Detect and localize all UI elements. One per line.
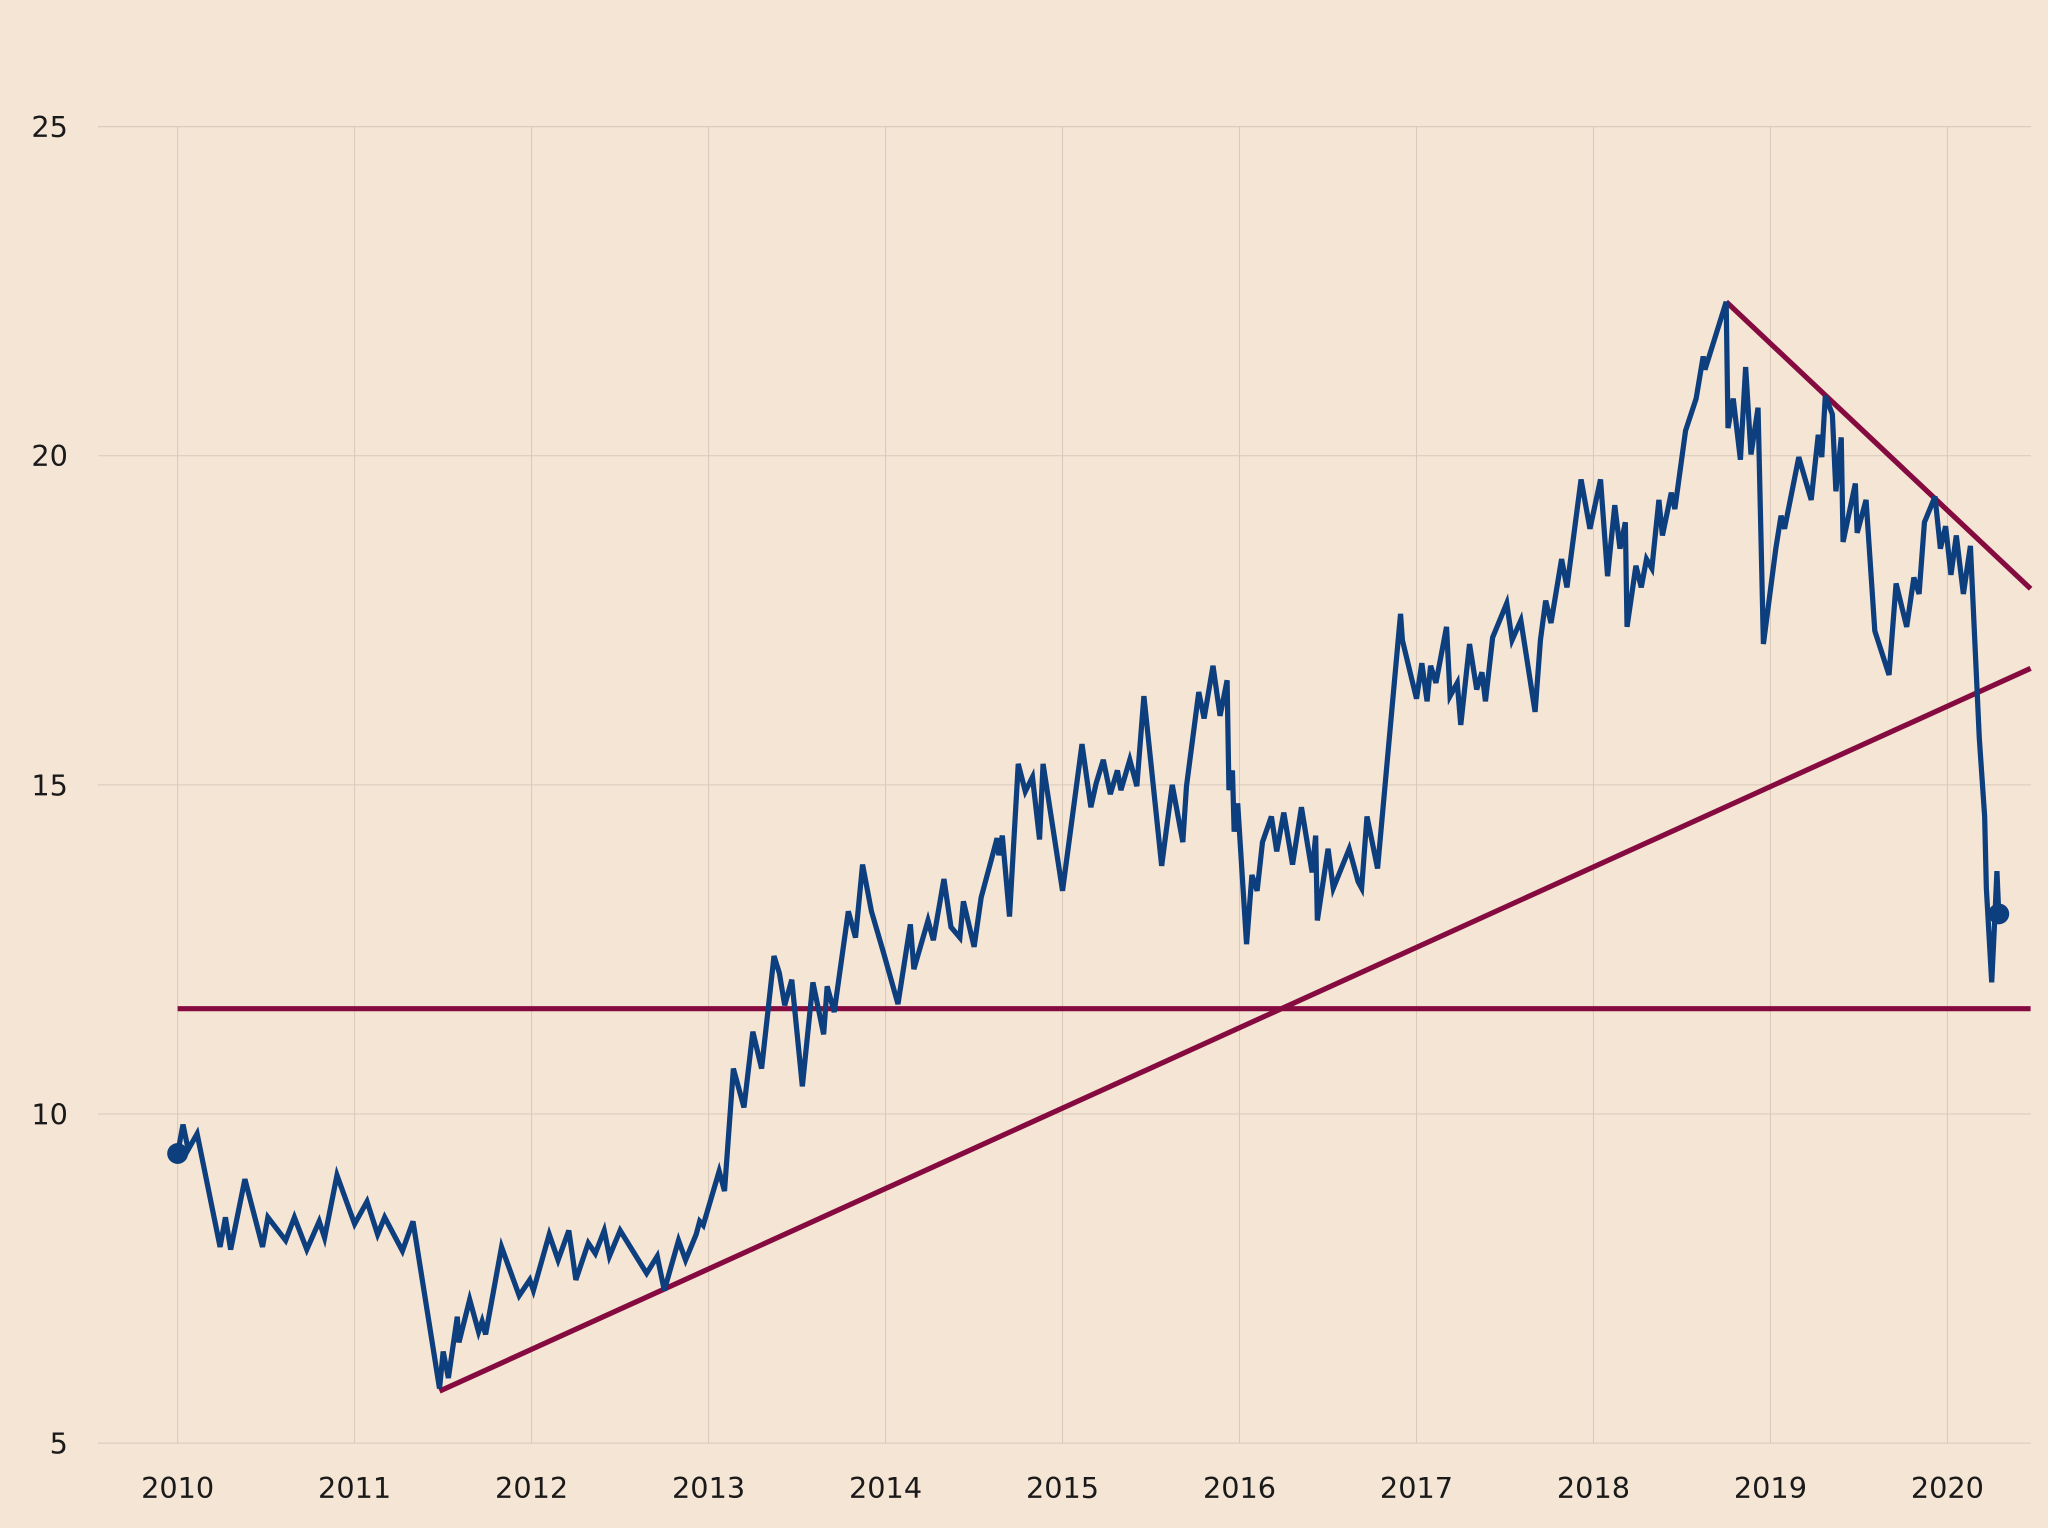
x-tick-label: 2012 (495, 1471, 568, 1505)
x-axis-ticks: 2010 2011 2012 2013 2014 2015 2016 2017 2018 2019… (141, 1471, 1984, 1505)
y-tick-label: 5 (50, 1427, 68, 1461)
x-tick-label: 2013 (672, 1471, 745, 1505)
x-tick-label: 2015 (1026, 1471, 1099, 1505)
x-tick-label: 2017 (1380, 1471, 1453, 1505)
x-tick-label: 2010 (141, 1471, 214, 1505)
end-point-marker (1988, 903, 2010, 925)
start-point-marker (167, 1143, 189, 1164)
x-tick-label: 2016 (1203, 1471, 1276, 1505)
x-tick-label: 2019 (1734, 1471, 1807, 1505)
series-line-price (175, 301, 2002, 1389)
y-tick-label: 15 (31, 768, 68, 802)
x-tick-label: 2014 (849, 1471, 922, 1505)
x-tick-label: 2018 (1557, 1471, 1630, 1505)
trendlines (177, 299, 2033, 1394)
y-tick-label: 20 (31, 439, 68, 473)
y-tick-label: 10 (31, 1097, 68, 1131)
x-tick-label: 2020 (1911, 1471, 1984, 1505)
x-tick-label: 2011 (318, 1471, 391, 1505)
y-tick-label: 25 (31, 110, 68, 144)
y-axis-ticks: 5 10 15 20 25 (31, 110, 68, 1460)
falling-trendline (1724, 299, 2033, 591)
rising-trendline (438, 666, 2032, 1394)
series-group (167, 301, 2010, 1389)
gridlines (97, 126, 2032, 1444)
